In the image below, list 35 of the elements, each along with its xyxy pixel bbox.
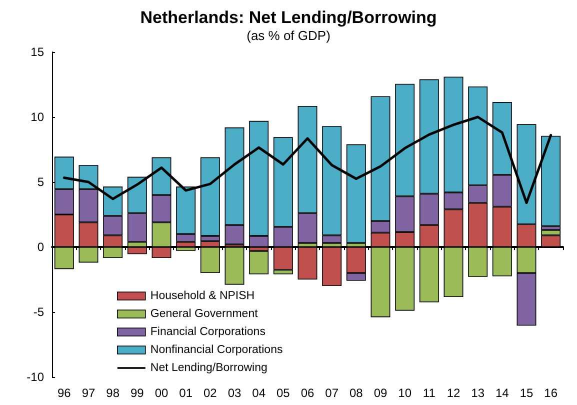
x-tick-label: 03 bbox=[228, 386, 242, 400]
x-tick-label: 07 bbox=[325, 386, 339, 400]
x-tick-label: 97 bbox=[82, 386, 96, 400]
x-tick-label: 96 bbox=[57, 386, 72, 400]
x-tick-label: 98 bbox=[106, 386, 120, 400]
legend-label: Net Lending/Borrowing bbox=[150, 362, 268, 374]
x-tick-label: 99 bbox=[130, 386, 144, 400]
y-tick-label: 15 bbox=[30, 45, 44, 59]
x-tick-label: 00 bbox=[154, 386, 168, 400]
x-tick-label: 16 bbox=[544, 386, 558, 400]
legend-label: Nonfinancial Corporations bbox=[150, 344, 283, 356]
x-tick-label: 10 bbox=[398, 386, 412, 400]
y-tick-label: 0 bbox=[37, 240, 44, 254]
y-tick-label: 5 bbox=[37, 175, 44, 189]
x-tick-label: 04 bbox=[252, 386, 266, 400]
x-tick-label: 13 bbox=[471, 386, 485, 400]
chart-title: Netherlands: Net Lending/Borrowing bbox=[140, 8, 437, 27]
x-tick-label: 02 bbox=[203, 386, 218, 400]
y-tick-label: -10 bbox=[26, 370, 44, 384]
legend-label: General Government bbox=[150, 308, 259, 320]
x-tick-label: 11 bbox=[422, 386, 436, 400]
y-tick-label: -5 bbox=[33, 305, 44, 319]
y-tick-label: 10 bbox=[30, 110, 44, 124]
legend-label: Financial Corporations bbox=[150, 326, 266, 338]
x-tick-label: 15 bbox=[520, 386, 534, 400]
chart-subtitle: (as % of GDP) bbox=[246, 28, 330, 43]
x-tick-label: 09 bbox=[374, 386, 388, 400]
legend-label: Household & NPISH bbox=[150, 290, 255, 302]
x-tick-label: 08 bbox=[349, 386, 364, 400]
x-tick-label: 05 bbox=[276, 386, 290, 400]
x-tick-label: 12 bbox=[446, 386, 460, 400]
x-tick-label: 14 bbox=[495, 386, 510, 400]
bar bbox=[249, 250, 269, 274]
x-tick-label: 06 bbox=[300, 386, 314, 400]
x-tick-label: 01 bbox=[179, 386, 193, 400]
